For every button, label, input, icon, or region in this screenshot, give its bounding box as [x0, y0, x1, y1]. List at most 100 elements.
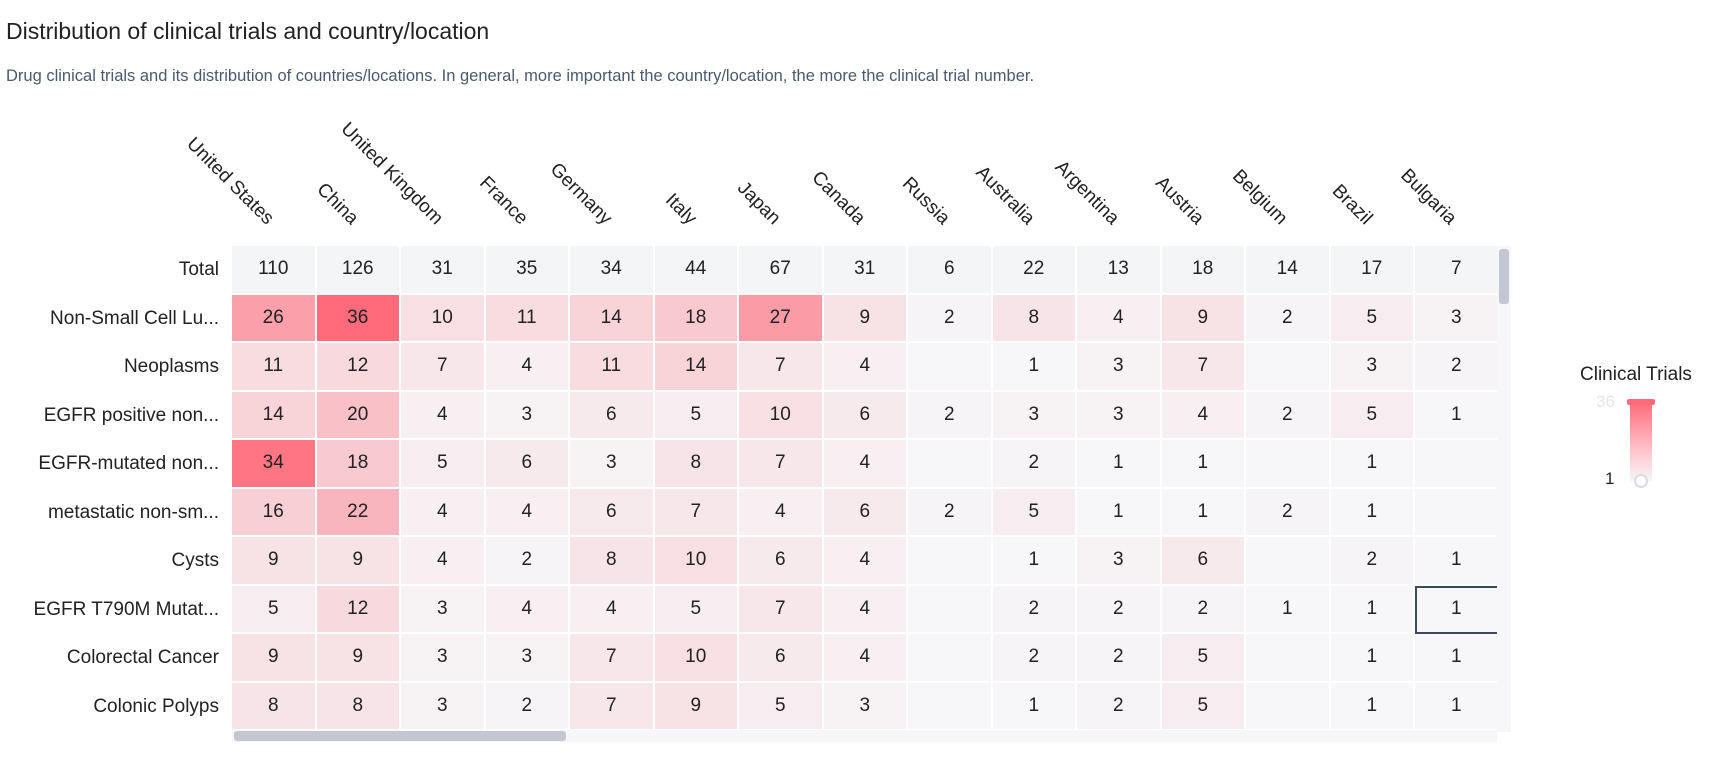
heatmap-cell[interactable]: 1 [1246, 586, 1331, 635]
heatmap-cell[interactable]: 7 [1162, 343, 1247, 392]
heatmap-cell[interactable]: 6 [739, 537, 824, 586]
heatmap-cell[interactable]: 6 [824, 489, 909, 538]
heatmap-cell[interactable]: 6 [486, 440, 571, 489]
vertical-scrollbar-thumb[interactable] [1499, 249, 1509, 304]
heatmap-cell[interactable]: 1 [993, 683, 1078, 732]
heatmap-cell[interactable]: 18 [655, 295, 740, 344]
heatmap-cell[interactable]: 3 [1415, 295, 1500, 344]
legend-gradient-bar[interactable] [1630, 402, 1652, 482]
heatmap-cell[interactable]: 27 [739, 295, 824, 344]
heatmap-cell[interactable]: 12 [317, 343, 402, 392]
total-cell[interactable]: 13 [1077, 246, 1162, 295]
total-cell[interactable]: 35 [486, 246, 571, 295]
heatmap-cell[interactable]: 2 [1246, 392, 1331, 441]
heatmap-cell[interactable]: 2 [993, 634, 1078, 683]
heatmap-cell[interactable] [908, 440, 993, 489]
heatmap-cell[interactable]: 2 [1077, 683, 1162, 732]
legend-max-handle[interactable] [1627, 399, 1655, 405]
heatmap-cell[interactable]: 4 [739, 489, 824, 538]
heatmap-cell[interactable]: 9 [824, 295, 909, 344]
heatmap-cell[interactable]: 5 [739, 683, 824, 732]
heatmap-cell[interactable]: 5 [1162, 634, 1247, 683]
heatmap-cell[interactable]: 5 [1331, 295, 1416, 344]
heatmap-cell[interactable] [1246, 634, 1331, 683]
heatmap-cell[interactable]: 6 [570, 392, 655, 441]
heatmap-cell[interactable]: 1 [1415, 683, 1500, 732]
heatmap-cell[interactable]: 36 [317, 295, 402, 344]
heatmap-cell[interactable] [1246, 537, 1331, 586]
heatmap-cell[interactable]: 6 [739, 634, 824, 683]
heatmap-cell[interactable]: 7 [401, 343, 486, 392]
total-cell[interactable]: 44 [655, 246, 740, 295]
heatmap-cell[interactable]: 2 [486, 537, 571, 586]
heatmap-cell[interactable]: 7 [739, 343, 824, 392]
heatmap-cell[interactable] [908, 634, 993, 683]
heatmap-cell[interactable]: 7 [655, 489, 740, 538]
heatmap-cell[interactable] [1246, 343, 1331, 392]
heatmap-cell[interactable]: 11 [570, 343, 655, 392]
total-cell[interactable]: 22 [993, 246, 1078, 295]
heatmap-cell[interactable]: 9 [655, 683, 740, 732]
total-cell[interactable]: 17 [1331, 246, 1416, 295]
heatmap-cell[interactable]: 5 [655, 586, 740, 635]
heatmap-cell[interactable]: 10 [739, 392, 824, 441]
heatmap-cell[interactable]: 3 [401, 683, 486, 732]
heatmap-cell[interactable]: 14 [570, 295, 655, 344]
heatmap-cell[interactable]: 4 [824, 440, 909, 489]
heatmap-cell[interactable]: 18 [317, 440, 402, 489]
heatmap-cell[interactable]: 16 [232, 489, 317, 538]
heatmap-cell[interactable]: 1 [1331, 440, 1416, 489]
heatmap-cell[interactable]: 3 [486, 634, 571, 683]
heatmap-cell[interactable]: 20 [317, 392, 402, 441]
heatmap-cell[interactable]: 4 [486, 343, 571, 392]
heatmap-cell[interactable]: 10 [655, 537, 740, 586]
heatmap-cell[interactable]: 2 [1246, 489, 1331, 538]
total-cell[interactable]: 14 [1246, 246, 1331, 295]
heatmap-cell[interactable]: 9 [232, 537, 317, 586]
total-cell[interactable]: 31 [824, 246, 909, 295]
heatmap-cell[interactable]: 5 [1162, 683, 1247, 732]
heatmap-cell[interactable]: 1 [1077, 440, 1162, 489]
heatmap-cell[interactable]: 9 [1162, 295, 1247, 344]
heatmap-cell[interactable]: 4 [401, 392, 486, 441]
heatmap-cell[interactable]: 9 [232, 634, 317, 683]
heatmap-cell[interactable]: 6 [570, 489, 655, 538]
horizontal-scrollbar-thumb[interactable] [234, 731, 566, 741]
heatmap-cell[interactable]: 22 [317, 489, 402, 538]
heatmap-cell[interactable]: 10 [401, 295, 486, 344]
heatmap-cell[interactable]: 3 [1077, 537, 1162, 586]
heatmap-cell[interactable]: 2 [908, 489, 993, 538]
heatmap-cell[interactable]: 8 [232, 683, 317, 732]
heatmap-cell[interactable]: 1 [1331, 683, 1416, 732]
heatmap-cell[interactable]: 5 [1331, 392, 1416, 441]
heatmap-cell[interactable]: 2 [1077, 586, 1162, 635]
heatmap-cell[interactable]: 10 [655, 634, 740, 683]
heatmap-cell[interactable]: 11 [232, 343, 317, 392]
heatmap-cell[interactable]: 2 [1415, 343, 1500, 392]
heatmap-cell[interactable]: 2 [486, 683, 571, 732]
heatmap-cell[interactable]: 3 [993, 392, 1078, 441]
total-cell[interactable]: 18 [1162, 246, 1247, 295]
total-cell[interactable]: 110 [232, 246, 317, 295]
heatmap-cell[interactable]: 4 [824, 634, 909, 683]
vertical-scrollbar[interactable] [1497, 246, 1511, 732]
heatmap-cell[interactable]: 2 [908, 295, 993, 344]
heatmap-cell[interactable]: 3 [486, 392, 571, 441]
heatmap-cell[interactable] [908, 343, 993, 392]
heatmap-cell[interactable]: 7 [570, 683, 655, 732]
heatmap-cell[interactable]: 1 [1162, 489, 1247, 538]
heatmap-cell[interactable]: 2 [1077, 634, 1162, 683]
heatmap-cell[interactable]: 1 [1331, 634, 1416, 683]
heatmap-cell[interactable]: 2 [1331, 537, 1416, 586]
heatmap-cell[interactable]: 8 [317, 683, 402, 732]
total-cell[interactable]: 31 [401, 246, 486, 295]
heatmap-cell[interactable]: 4 [570, 586, 655, 635]
heatmap-cell[interactable] [1246, 683, 1331, 732]
total-cell[interactable]: 6 [908, 246, 993, 295]
heatmap-cell[interactable]: 3 [401, 586, 486, 635]
heatmap-cell[interactable]: 4 [824, 586, 909, 635]
heatmap-cell[interactable]: 4 [486, 489, 571, 538]
heatmap-cell[interactable]: 2 [1246, 295, 1331, 344]
legend-min-handle[interactable] [1634, 474, 1648, 488]
heatmap-cell[interactable]: 4 [1162, 392, 1247, 441]
